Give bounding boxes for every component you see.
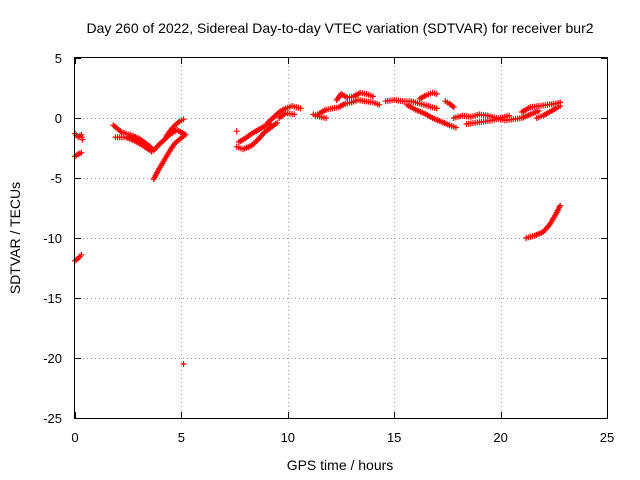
y-tick-label: -25 <box>43 411 62 426</box>
data-point <box>274 119 281 126</box>
data-segment <box>150 133 187 183</box>
data-segment <box>533 103 564 121</box>
data-point <box>433 105 440 112</box>
data-segment <box>382 97 440 112</box>
data-point <box>452 124 459 131</box>
x-tick-label: 5 <box>178 430 185 445</box>
data-segment <box>72 149 85 160</box>
data-segment <box>312 97 383 119</box>
data-segment <box>72 251 85 264</box>
data-point <box>180 116 187 123</box>
data-point <box>291 111 298 118</box>
data-point <box>180 133 187 139</box>
x-tick-label: 10 <box>281 430 295 445</box>
data-point <box>78 149 85 156</box>
y-tick-label: -15 <box>43 291 62 306</box>
data-point <box>323 115 330 121</box>
data-point <box>180 361 187 367</box>
x-axis-label: GPS time / hours <box>287 457 394 473</box>
x-tick-label: 0 <box>71 430 78 445</box>
data-point <box>376 101 383 108</box>
chart-title: Day 260 of 2022, Sidereal Day-to-day VTE… <box>86 20 593 36</box>
x-tick-label: 15 <box>387 430 401 445</box>
y-axis-label: SDTVAR / TECUs <box>7 182 23 294</box>
plot-frame <box>74 57 608 419</box>
data-segment <box>276 110 298 121</box>
data-point <box>506 112 513 119</box>
data-segment <box>450 107 542 124</box>
data-point <box>297 105 304 112</box>
data-point <box>557 202 564 209</box>
data-segment <box>163 116 187 139</box>
data-point <box>557 103 564 109</box>
data-segment <box>180 361 187 367</box>
data-segment <box>463 112 513 127</box>
data-segment <box>333 89 376 103</box>
data-point <box>450 104 457 111</box>
data-segment <box>263 103 304 127</box>
data-segment <box>416 89 440 102</box>
data-segment <box>310 111 330 121</box>
data-segment <box>523 202 564 241</box>
data-segment <box>442 98 457 111</box>
data-segment <box>112 134 155 155</box>
data-point <box>148 148 155 155</box>
x-tick-label: 20 <box>493 430 507 445</box>
x-tick-label: 25 <box>600 430 614 445</box>
y-tick-label: -5 <box>50 171 62 186</box>
data-segment <box>110 122 189 154</box>
data-point <box>433 91 440 97</box>
data-point <box>79 136 86 143</box>
data-segment <box>233 119 281 153</box>
y-tick-label: -10 <box>43 231 62 246</box>
data-segment <box>72 130 86 143</box>
data-segment <box>233 128 240 135</box>
y-tick-label: 5 <box>55 51 62 66</box>
data-point <box>233 128 240 135</box>
y-tick-label: -20 <box>43 351 62 366</box>
data-segment <box>403 101 459 131</box>
y-tick-label: 0 <box>55 111 62 126</box>
data-point <box>369 93 376 100</box>
data-point <box>78 251 85 258</box>
data-points <box>72 89 564 367</box>
